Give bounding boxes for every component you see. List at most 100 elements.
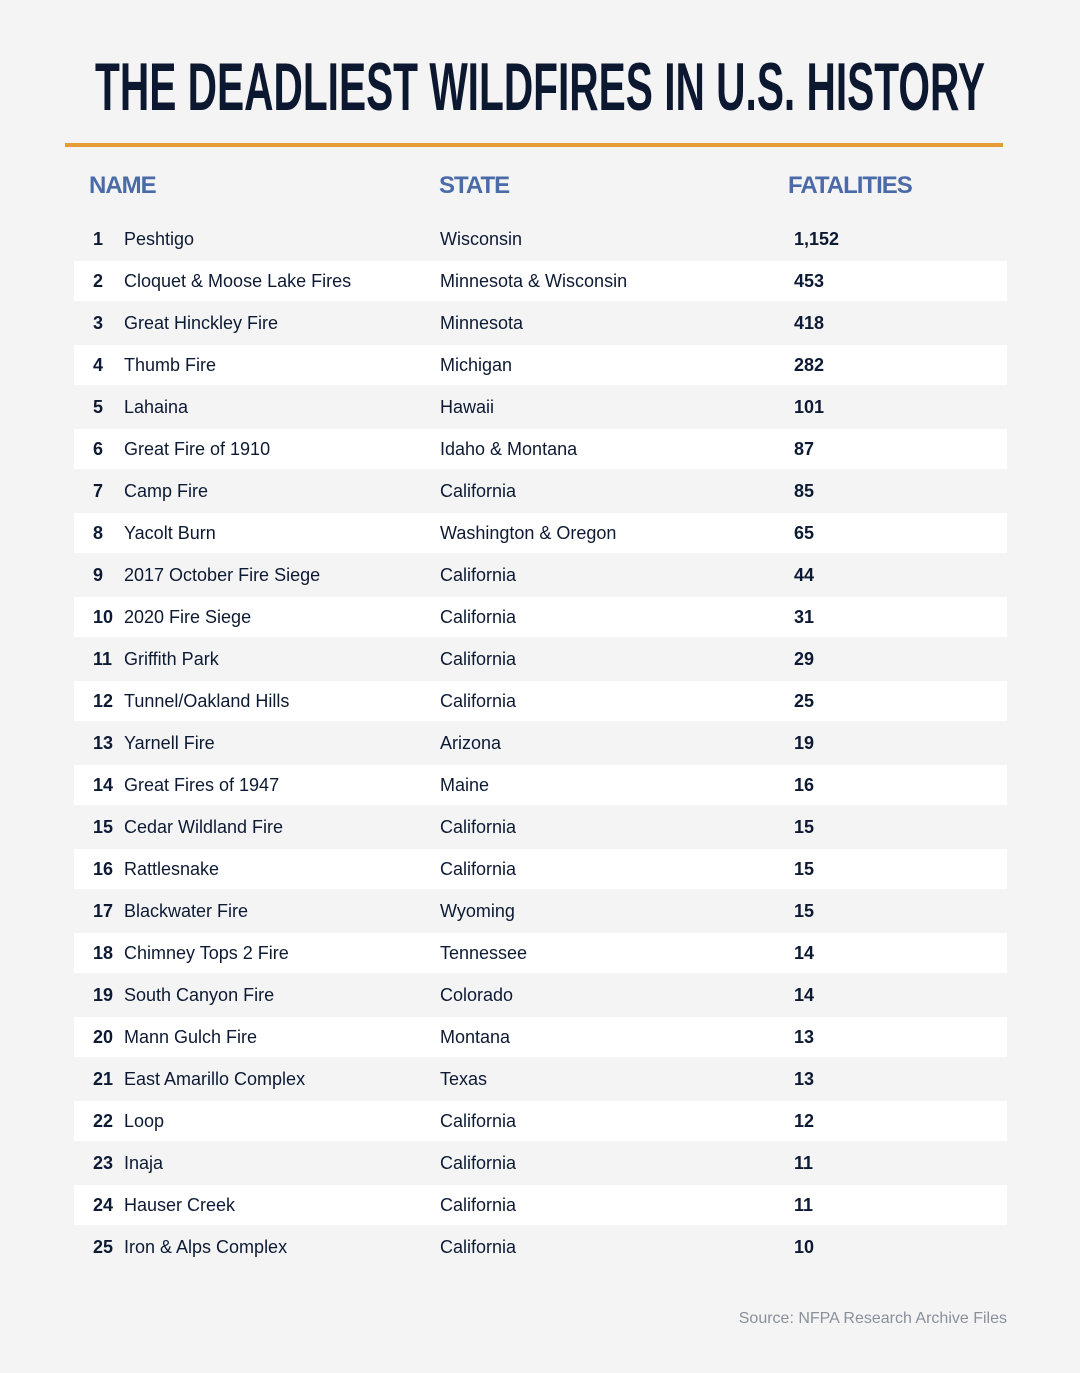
rank-cell: 4 bbox=[93, 355, 104, 375]
state-cell: California bbox=[440, 649, 517, 669]
table-row: 24 Hauser Creek California 11 bbox=[74, 1184, 1007, 1226]
state-cell: Wisconsin bbox=[440, 229, 523, 249]
rank-cell: 19 bbox=[93, 985, 114, 1005]
name-cell: Loop bbox=[124, 1111, 165, 1131]
fatalities-cell: 29 bbox=[794, 649, 815, 669]
table-row: 23 Inaja California 11 bbox=[74, 1142, 1007, 1184]
fatalities-cell: 15 bbox=[794, 859, 815, 879]
table-row: 5 Lahaina Hawaii 101 bbox=[74, 386, 1007, 428]
table-row: 18 Chimney Tops 2 Fire Tennessee 14 bbox=[74, 932, 1007, 974]
state-cell: Washington & Oregon bbox=[440, 523, 617, 543]
rank-cell: 16 bbox=[93, 859, 114, 879]
name-cell: Griffith Park bbox=[124, 649, 219, 669]
table-row: 10 2020 Fire Siege California 31 bbox=[74, 596, 1007, 638]
table-row: 12 Tunnel/Oakland Hills California 25 bbox=[74, 680, 1007, 722]
table-row: 14 Great Fires of 1947 Maine 16 bbox=[74, 764, 1007, 806]
name-cell: Lahaina bbox=[124, 397, 189, 417]
table-row: 16 Rattlesnake California 15 bbox=[74, 848, 1007, 890]
rank-cell: 23 bbox=[93, 1153, 114, 1173]
state-cell: Minnesota bbox=[440, 313, 524, 333]
state-cell: Tennessee bbox=[440, 943, 528, 963]
rank-cell: 8 bbox=[93, 523, 104, 543]
column-header-state: STATE bbox=[439, 172, 510, 199]
table-row: 3 Great Hinckley Fire Minnesota 418 bbox=[74, 302, 1007, 344]
name-cell: 2020 Fire Siege bbox=[124, 607, 252, 627]
name-cell: 2017 October Fire Siege bbox=[124, 565, 321, 585]
fatalities-cell: 1,152 bbox=[794, 229, 840, 249]
state-cell: California bbox=[440, 565, 517, 585]
name-cell: Hauser Creek bbox=[124, 1195, 236, 1215]
name-cell: Inaja bbox=[124, 1153, 164, 1173]
fatalities-cell: 65 bbox=[794, 523, 815, 543]
table-row: 1 Peshtigo Wisconsin 1,152 bbox=[74, 218, 1007, 260]
state-cell: California bbox=[440, 817, 517, 837]
fatalities-cell: 87 bbox=[794, 439, 815, 459]
name-cell: Mann Gulch Fire bbox=[124, 1027, 258, 1047]
fatalities-cell: 25 bbox=[794, 691, 815, 711]
table-row: 20 Mann Gulch Fire Montana 13 bbox=[74, 1016, 1007, 1058]
name-cell: Iron & Alps Complex bbox=[124, 1237, 288, 1257]
state-cell: California bbox=[440, 1195, 517, 1215]
rank-cell: 5 bbox=[93, 397, 104, 417]
title-wrap: THE DEADLIEST WILDFIRES IN U.S. HISTORY bbox=[95, 48, 985, 123]
fatalities-cell: 44 bbox=[794, 565, 815, 585]
fatalities-cell: 12 bbox=[794, 1111, 815, 1131]
table-row: 4 Thumb Fire Michigan 282 bbox=[74, 344, 1007, 386]
name-cell: Great Fire of 1910 bbox=[124, 439, 271, 459]
table-row: 2 Cloquet & Moose Lake Fires Minnesota & W… bbox=[74, 260, 1007, 302]
table-row: 8 Yacolt Burn Washington & Oregon 65 bbox=[74, 512, 1007, 554]
rank-cell: 13 bbox=[93, 733, 114, 753]
name-cell: Blackwater Fire bbox=[124, 901, 249, 921]
fatalities-cell: 453 bbox=[794, 271, 825, 291]
table-row: 21 East Amarillo Complex Texas 13 bbox=[74, 1058, 1007, 1100]
rank-cell: 11 bbox=[93, 649, 113, 669]
table-row: 13 Yarnell Fire Arizona 19 bbox=[74, 722, 1007, 764]
name-cell: Tunnel/Oakland Hills bbox=[124, 691, 290, 711]
fatalities-cell: 282 bbox=[794, 355, 825, 375]
name-cell: Camp Fire bbox=[124, 481, 209, 501]
fatalities-cell: 14 bbox=[794, 943, 815, 963]
fatalities-cell: 13 bbox=[794, 1069, 815, 1089]
state-cell: California bbox=[440, 607, 517, 627]
rank-cell: 10 bbox=[93, 607, 114, 627]
state-cell: Texas bbox=[440, 1069, 488, 1089]
name-cell: Peshtigo bbox=[124, 229, 195, 249]
state-cell: Minnesota & Wisconsin bbox=[440, 271, 628, 291]
name-cell: Thumb Fire bbox=[124, 355, 217, 375]
fatalities-cell: 11 bbox=[794, 1195, 814, 1215]
rank-cell: 15 bbox=[93, 817, 114, 837]
name-cell: East Amarillo Complex bbox=[124, 1069, 306, 1089]
state-cell: California bbox=[440, 691, 517, 711]
rank-cell: 6 bbox=[93, 439, 104, 459]
name-cell: Great Fires of 1947 bbox=[124, 775, 280, 795]
name-cell: Rattlesnake bbox=[124, 859, 220, 879]
table-row: 15 Cedar Wildland Fire California 15 bbox=[74, 806, 1007, 848]
table-row: 9 2017 October Fire Siege California 44 bbox=[74, 554, 1007, 596]
rank-cell: 18 bbox=[93, 943, 114, 963]
rank-cell: 2 bbox=[93, 271, 104, 291]
rank-cell: 1 bbox=[93, 229, 104, 249]
name-cell: Great Hinckley Fire bbox=[124, 313, 279, 333]
name-cell: Yacolt Burn bbox=[124, 523, 216, 543]
fatalities-cell: 85 bbox=[794, 481, 815, 501]
state-cell: California bbox=[440, 859, 517, 879]
rank-cell: 17 bbox=[93, 901, 114, 921]
fatalities-cell: 10 bbox=[794, 1237, 815, 1257]
column-header-name: NAME bbox=[89, 172, 157, 199]
state-cell: California bbox=[440, 481, 517, 501]
state-cell: California bbox=[440, 1237, 517, 1257]
page-title: THE DEADLIEST WILDFIRES IN U.S. HISTORY bbox=[95, 49, 985, 123]
table-row: 11 Griffith Park California 29 bbox=[74, 638, 1007, 680]
name-cell: Cedar Wildland Fire bbox=[124, 817, 284, 837]
column-header-fatalities: FATALITIES bbox=[788, 172, 913, 199]
fatalities-cell: 101 bbox=[794, 397, 825, 417]
source-note: Source: NFPA Research Archive Files bbox=[738, 1310, 1007, 1327]
name-cell: Chimney Tops 2 Fire bbox=[124, 943, 289, 963]
rank-cell: 14 bbox=[93, 775, 114, 795]
state-cell: Maine bbox=[440, 775, 490, 795]
table-row: 17 Blackwater Fire Wyoming 15 bbox=[74, 890, 1007, 932]
table-row: 22 Loop California 12 bbox=[74, 1100, 1007, 1142]
fatalities-cell: 16 bbox=[794, 775, 815, 795]
rank-cell: 9 bbox=[93, 565, 104, 585]
rank-cell: 25 bbox=[93, 1237, 114, 1257]
